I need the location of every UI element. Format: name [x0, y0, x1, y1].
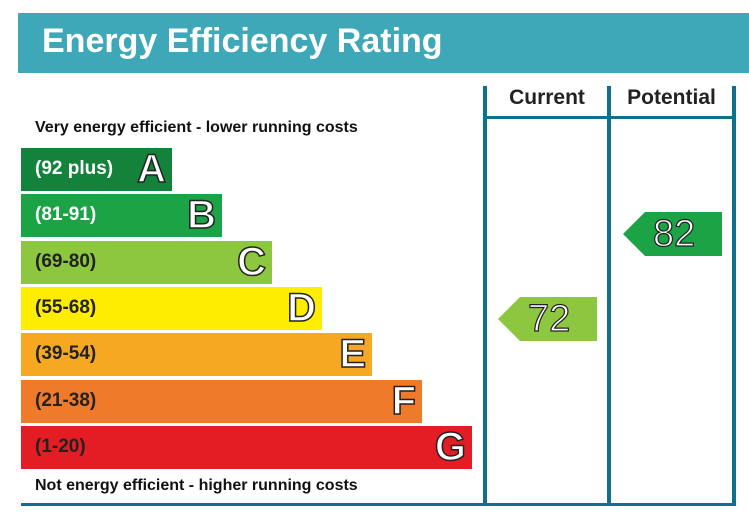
band-letter: A	[136, 147, 166, 192]
top-caption: Very energy efficient - lower running co…	[35, 119, 358, 136]
current-column-header: Current	[509, 86, 585, 109]
band-range-label: (55-68)	[35, 296, 97, 318]
band-d: (55-68) D	[21, 285, 322, 331]
band-e: (39-54) E	[21, 332, 372, 377]
band-letter: D	[286, 285, 316, 331]
band-range-label: (69-80)	[35, 250, 97, 272]
header-rule	[483, 116, 736, 119]
title-bar: Energy Efficiency Rating	[18, 13, 749, 73]
band-range-label: (92 plus)	[35, 158, 114, 179]
current-rating-value: 72	[527, 297, 571, 340]
band-range-label: (1-20)	[35, 435, 86, 457]
band-letter: G	[434, 424, 467, 470]
bottom-caption: Not energy efficient - higher running co…	[35, 477, 358, 494]
potential-rating-value: 82	[652, 213, 696, 256]
potential-rating-arrow: 82	[623, 212, 722, 257]
band-range-label: (39-54)	[35, 343, 97, 365]
current-rating-arrow: 72	[498, 296, 597, 341]
band-letter: B	[186, 193, 216, 238]
mid-divider	[607, 86, 611, 505]
band-letter: F	[391, 378, 417, 423]
current-arrow-shape	[498, 296, 597, 341]
potential-arrow-shape	[623, 212, 722, 257]
band-letter: C	[236, 239, 266, 284]
left-divider	[483, 86, 487, 505]
band-f: (21-38) F	[21, 378, 422, 423]
right-divider	[732, 86, 736, 505]
band-c: (69-80) C	[21, 239, 272, 284]
potential-column-header: Potential	[627, 86, 716, 109]
band-letter: E	[339, 332, 367, 377]
band-g: (1-20) G	[21, 424, 472, 470]
band-b: (81-91) B	[21, 193, 222, 238]
bottom-rule	[21, 503, 736, 506]
band-a: (92 plus) A	[21, 147, 172, 192]
band-range-label: (21-38)	[35, 389, 97, 411]
band-range-label: (81-91)	[35, 204, 97, 226]
page-title: Energy Efficiency Rating	[42, 22, 443, 60]
